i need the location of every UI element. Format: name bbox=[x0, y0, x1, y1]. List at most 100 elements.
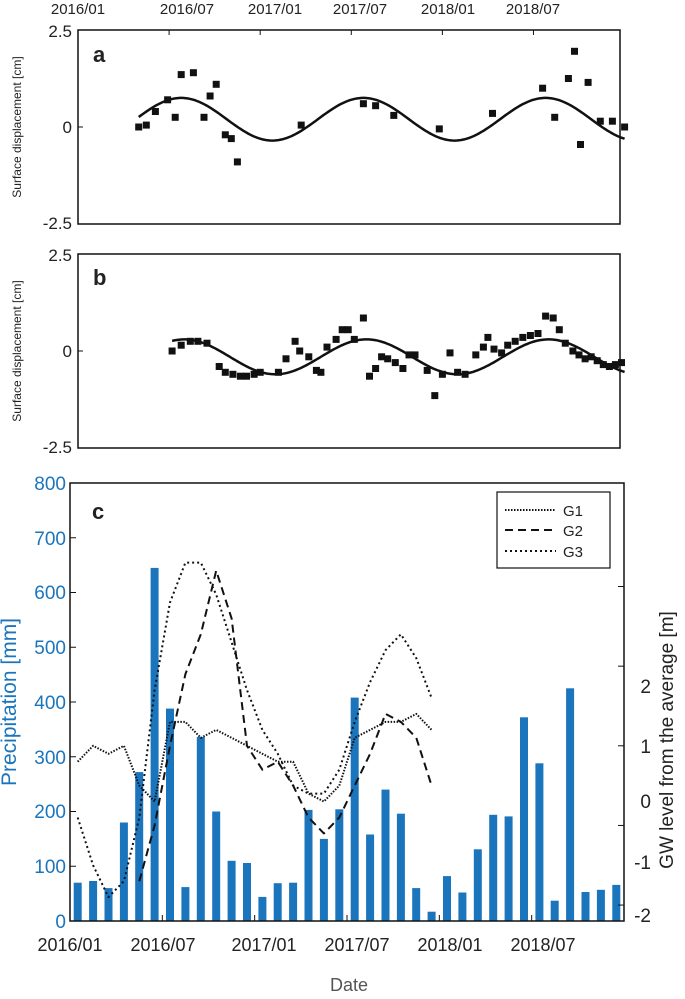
data-point bbox=[621, 123, 629, 131]
data-point bbox=[317, 368, 325, 376]
data-point bbox=[577, 141, 584, 148]
data-point bbox=[338, 326, 346, 334]
panel-b-label: b bbox=[93, 265, 106, 290]
data-point bbox=[526, 332, 534, 339]
panel-c-lines bbox=[76, 561, 433, 899]
data-point bbox=[391, 359, 399, 367]
data-point bbox=[233, 158, 241, 166]
data-point bbox=[435, 125, 443, 133]
precipitation-bar bbox=[273, 883, 282, 921]
data-point bbox=[274, 368, 282, 376]
precipitation-bar bbox=[181, 887, 190, 921]
precipitation-bar bbox=[135, 772, 144, 921]
panel-a: a Surface displacement [cm] 2.5 0 -2.5 2… bbox=[10, 1, 629, 233]
data-point bbox=[221, 368, 229, 376]
data-point bbox=[168, 347, 176, 355]
data-point bbox=[423, 366, 431, 374]
data-point bbox=[542, 312, 550, 320]
precipitation-bar bbox=[258, 896, 267, 921]
data-point bbox=[359, 314, 367, 322]
data-point bbox=[555, 326, 563, 334]
data-point bbox=[171, 113, 179, 121]
data-point bbox=[243, 372, 250, 380]
c-y2tick: 0 bbox=[640, 792, 651, 813]
legend-label-g3: G3 bbox=[563, 544, 583, 561]
data-point bbox=[511, 337, 519, 345]
gw-line-g2 bbox=[138, 569, 433, 882]
precipitation-bar bbox=[73, 882, 82, 921]
data-point bbox=[221, 131, 229, 139]
data-point bbox=[399, 365, 407, 372]
panel-c-y2label: GW level from the average [m] bbox=[657, 611, 678, 869]
data-point bbox=[549, 314, 557, 322]
c-xtick: 2018/07 bbox=[510, 935, 575, 955]
data-point bbox=[569, 347, 577, 355]
data-point bbox=[454, 368, 462, 376]
data-point bbox=[229, 370, 237, 378]
legend: G1 G2 G3 bbox=[496, 491, 611, 569]
data-point bbox=[605, 363, 613, 370]
c-ytick: 700 bbox=[34, 529, 66, 550]
data-point bbox=[177, 341, 185, 349]
data-point bbox=[366, 372, 373, 380]
data-point bbox=[194, 337, 202, 345]
precipitation-bar bbox=[350, 697, 359, 921]
precipitation-bar bbox=[289, 882, 298, 921]
data-point bbox=[596, 117, 604, 125]
data-point bbox=[479, 343, 487, 351]
data-point bbox=[534, 330, 542, 337]
c-ytick: 0 bbox=[55, 912, 66, 933]
data-point bbox=[489, 109, 496, 117]
data-point bbox=[344, 326, 352, 334]
precipitation-bar bbox=[473, 849, 482, 921]
c-xtick: 2017/07 bbox=[324, 935, 389, 955]
data-point bbox=[390, 111, 398, 119]
data-point bbox=[593, 357, 601, 365]
data-point bbox=[372, 102, 380, 110]
top-xtick: 2016/07 bbox=[160, 1, 214, 18]
data-point bbox=[291, 337, 299, 345]
precipitation-bar bbox=[196, 737, 205, 921]
c-ytick: 300 bbox=[34, 748, 66, 769]
data-point bbox=[608, 117, 616, 125]
panel-a-ytick: -2.5 bbox=[43, 214, 72, 233]
data-point bbox=[151, 108, 159, 115]
data-point bbox=[212, 80, 220, 88]
precipitation-bar bbox=[396, 813, 405, 921]
precipitation-bar bbox=[150, 567, 159, 921]
panel-a-points bbox=[135, 47, 629, 166]
c-ytick: 500 bbox=[34, 638, 66, 659]
panel-b: b Surface displacement [cm] 2.5 0 -2.5 bbox=[10, 246, 625, 457]
data-point bbox=[164, 96, 172, 104]
panel-c-xticklabels: 2016/01 2016/07 2017/01 2017/07 2018/01 … bbox=[37, 935, 575, 955]
data-point bbox=[611, 361, 619, 369]
panel-a-ytick: 2.5 bbox=[48, 22, 72, 41]
data-point bbox=[405, 351, 413, 359]
panel-b-fit-curve bbox=[171, 338, 625, 376]
data-point bbox=[618, 359, 625, 367]
c-y2tick: 2 bbox=[640, 677, 651, 698]
panel-c-y2ticklabels: -2 -1 0 1 2 bbox=[634, 677, 651, 927]
precipitation-bar bbox=[443, 876, 451, 921]
precipitation-bar bbox=[520, 717, 528, 921]
panel-c-ylabel: Precipitation [mm] bbox=[0, 618, 21, 786]
panel-b-ytick: 0 bbox=[63, 342, 72, 361]
panel-a-ticks bbox=[77, 29, 534, 225]
data-point bbox=[372, 365, 380, 372]
data-point bbox=[472, 351, 480, 359]
data-point bbox=[378, 353, 386, 361]
precipitation-bar bbox=[319, 838, 328, 921]
data-point bbox=[296, 347, 304, 355]
panel-a-label: a bbox=[93, 42, 106, 67]
data-point bbox=[584, 78, 592, 86]
precipitation-bar bbox=[166, 708, 174, 921]
c-y2tick: -2 bbox=[634, 906, 651, 927]
top-xtick: 2018/07 bbox=[506, 1, 560, 18]
panel-a-ylabel: Surface displacement [cm] bbox=[10, 56, 24, 197]
gw-line-g1 bbox=[76, 712, 433, 803]
data-point bbox=[461, 370, 469, 378]
panel-c-xlabel: Date bbox=[330, 975, 368, 995]
precipitation-bar bbox=[504, 816, 513, 921]
panel-b-ytick: -2.5 bbox=[43, 438, 72, 457]
data-point bbox=[177, 71, 185, 79]
